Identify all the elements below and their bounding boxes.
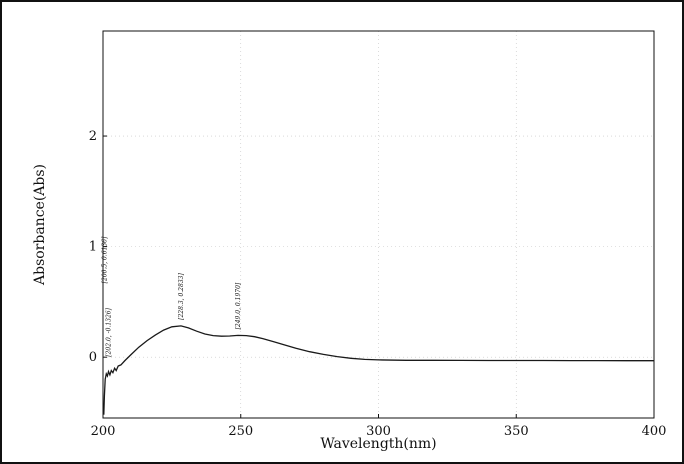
peak-annotation-label: [249.0, 0.1970]: [235, 282, 242, 329]
y-tick-label: 0: [89, 350, 97, 365]
x-axis-title: Wavelength(nm): [320, 436, 436, 452]
x-tick-label: 200: [91, 424, 116, 439]
grid: [103, 31, 654, 418]
x-tick-label: 350: [504, 424, 529, 439]
x-tick-label: 400: [642, 424, 667, 439]
y-tick-label: 1: [89, 240, 97, 255]
peak-annotations: [200.5, 0.6136] [202.0, -0.1326] [228.3, 0…: [101, 236, 242, 357]
x-tick-label: 250: [228, 424, 253, 439]
peak-annotation-label: [228.3, 0.2833]: [178, 273, 185, 320]
absorbance-series-line: [103, 325, 654, 415]
peak-annotation-label: [202.0, -0.1326]: [106, 307, 113, 356]
y-tick-label: 2: [89, 129, 97, 144]
y-axis-title: Absorbance(Abs): [32, 164, 48, 286]
peak-annotation-label: [200.5, 0.6136]: [101, 236, 108, 283]
x-tick-label: 300: [366, 424, 391, 439]
y-axis-ticks: 0 1 2: [89, 129, 107, 365]
x-axis-ticks: 200 250 300 350 400: [91, 414, 667, 439]
